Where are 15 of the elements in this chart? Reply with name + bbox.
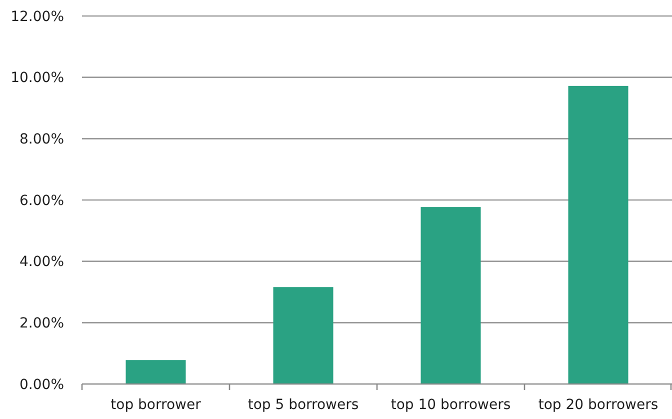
y-tick-label: 0.00% (20, 376, 64, 393)
y-tick-label: 12.00% (10, 8, 64, 25)
bar (420, 207, 481, 384)
y-tick-label: 4.00% (20, 254, 64, 270)
bar (273, 287, 334, 384)
y-tick-label: 10.00% (10, 70, 64, 86)
bar (126, 360, 186, 384)
x-tick-label: top 20 borrowers (538, 397, 658, 413)
bar (568, 86, 628, 384)
y-tick-label: 8.00% (20, 132, 64, 148)
y-tick-label: 6.00% (20, 192, 64, 209)
x-tick-label: top 10 borrowers (390, 397, 511, 413)
x-tick-label: top 5 borrowers (248, 397, 359, 413)
x-tick-label: top borrower (110, 397, 202, 413)
y-tick-label: 2.00% (20, 316, 64, 332)
